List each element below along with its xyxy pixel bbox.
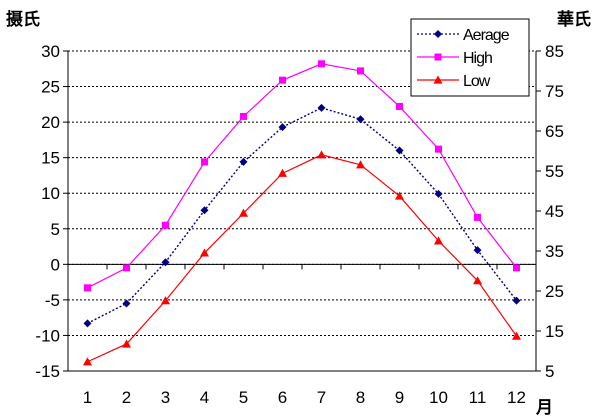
data-point-high xyxy=(396,102,403,110)
data-point-average xyxy=(83,319,92,328)
data-point-low xyxy=(434,236,443,245)
category-label: 10 xyxy=(429,388,448,407)
category-label: 9 xyxy=(395,388,404,407)
left-tick-label: -15 xyxy=(35,362,60,381)
data-point-low xyxy=(83,357,92,366)
data-point-average xyxy=(317,103,326,112)
legend-marker-average xyxy=(434,30,442,38)
data-point-low xyxy=(122,339,131,348)
legend-label-average: Aerage xyxy=(463,27,510,44)
data-point-high xyxy=(318,60,325,68)
data-point-low xyxy=(161,296,170,305)
data-point-high xyxy=(201,158,208,166)
data-point-average xyxy=(122,299,131,308)
data-point-high xyxy=(513,264,520,272)
right-tick-label: 85 xyxy=(545,42,564,61)
data-point-high xyxy=(123,264,130,272)
right-tick-label: 45 xyxy=(545,202,564,221)
legend-entry-average: Aerage xyxy=(417,27,511,44)
series-line-average xyxy=(87,107,518,324)
right-tick-label: 5 xyxy=(545,362,554,381)
data-point-low xyxy=(512,331,521,340)
legend-entry-low: Low xyxy=(417,73,492,90)
category-label: 12 xyxy=(507,388,526,407)
category-label: 6 xyxy=(278,388,287,407)
left-axis-unit: 摄氏 xyxy=(6,9,40,30)
data-point-high xyxy=(357,67,364,75)
legend-entry-high: High xyxy=(417,50,493,67)
data-point-low xyxy=(473,276,482,285)
left-tick-label: 5 xyxy=(51,220,60,239)
data-point-high xyxy=(474,213,481,221)
data-point-low xyxy=(200,248,209,257)
right-axis-unit: 華氏 xyxy=(557,10,591,30)
data-point-low xyxy=(278,168,287,177)
legend-label-high: High xyxy=(463,50,492,67)
right-tick-label: 35 xyxy=(545,242,564,261)
data-point-high xyxy=(435,145,442,153)
category-label: 1 xyxy=(83,388,92,407)
data-point-average xyxy=(395,146,404,155)
category-label: 7 xyxy=(317,388,326,407)
data-point-average xyxy=(239,157,248,166)
data-point-average xyxy=(512,296,521,305)
left-tick-label: 20 xyxy=(41,113,60,132)
right-tick-label: 25 xyxy=(545,282,564,301)
legend-marker-low xyxy=(433,75,443,84)
data-point-low xyxy=(317,150,326,159)
right-tick-label: 55 xyxy=(545,162,564,181)
legend-label-low: Low xyxy=(463,73,491,90)
data-point-average xyxy=(434,189,443,198)
data-point-low xyxy=(395,191,404,200)
category-label: 3 xyxy=(161,388,170,407)
left-tick-label: 25 xyxy=(41,78,60,97)
data-point-average xyxy=(161,258,170,267)
data-point-average xyxy=(356,115,365,124)
right-tick-label: 65 xyxy=(545,122,564,141)
legend-marker-high xyxy=(434,53,442,61)
right-tick-label: 15 xyxy=(545,322,564,341)
legend: Aerage High Low xyxy=(410,18,530,97)
series-layer xyxy=(83,60,521,366)
left-tick-label: -10 xyxy=(35,326,60,345)
data-point-high xyxy=(279,76,286,84)
left-tick-label: 0 xyxy=(51,255,60,274)
data-point-low xyxy=(356,160,365,169)
data-point-average xyxy=(473,246,482,255)
data-point-average xyxy=(278,123,287,132)
x-axis-unit: 月 xyxy=(535,398,553,418)
data-point-high xyxy=(162,221,169,229)
left-tick-label: 15 xyxy=(41,149,60,168)
category-label: 11 xyxy=(469,388,487,407)
series-line-low xyxy=(87,154,517,363)
category-label: 2 xyxy=(122,388,131,407)
data-point-low xyxy=(239,208,248,217)
axes xyxy=(63,50,541,372)
data-point-high xyxy=(84,284,91,292)
left-tick-label: 30 xyxy=(41,42,60,61)
right-tick-label: 75 xyxy=(545,82,564,101)
series-low xyxy=(83,150,521,366)
left-tick-label: -5 xyxy=(45,291,60,310)
series-average xyxy=(83,103,521,328)
series-line-high xyxy=(87,63,517,289)
category-label: 5 xyxy=(239,388,248,407)
category-label: 4 xyxy=(200,388,209,407)
category-label: 8 xyxy=(356,388,365,407)
series-high xyxy=(84,60,520,292)
data-point-average xyxy=(200,206,209,215)
data-point-high xyxy=(240,112,247,120)
left-tick-label: 10 xyxy=(41,184,60,203)
